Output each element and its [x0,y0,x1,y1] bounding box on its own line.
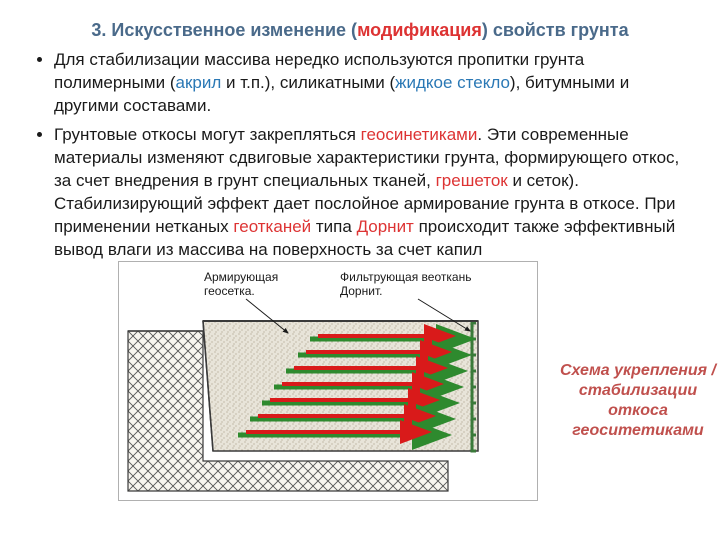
text-run: и т.п.), силикатными ( [221,73,395,92]
title-prefix: 3. Искусственное изменение ( [91,20,357,40]
highlight-geosynthetics: геосинетиками [361,125,478,144]
bullet-list: Для стабилизации массива нередко использ… [28,49,692,261]
title-suffix: ) свойств грунта [482,20,629,40]
highlight-geotextiles: геотканей [233,217,311,236]
highlight-dornit: Дорнит [357,217,414,236]
svg-text:Дорнит.: Дорнит. [340,284,382,298]
text-run: типа [311,217,356,236]
highlight-liquid-glass: жидкое стекло [395,73,510,92]
diagram-caption: Схема укрепления / стабилизации откоса г… [558,361,718,441]
highlight-geogrids: грешеток [436,171,508,190]
bullet-1: Для стабилизации массива нередко использ… [54,49,692,118]
svg-text:Фильтрующая веоткань: Фильтрующая веоткань [340,270,471,284]
slope-diagram: Армирующаягеосетка. Фильтрующая веотканьД… [118,261,538,501]
svg-text:геосетка.: геосетка. [204,284,255,298]
title-highlight: модификация [357,20,482,40]
text-run: Грунтовые откосы могут закрепляться [54,125,361,144]
slide-title: 3. Искусственное изменение (модификация)… [28,20,692,41]
bullet-2: Грунтовые откосы могут закрепляться геос… [54,124,692,262]
svg-text:Армирующая: Армирующая [204,270,278,284]
highlight-acrylic: акрил [175,73,221,92]
